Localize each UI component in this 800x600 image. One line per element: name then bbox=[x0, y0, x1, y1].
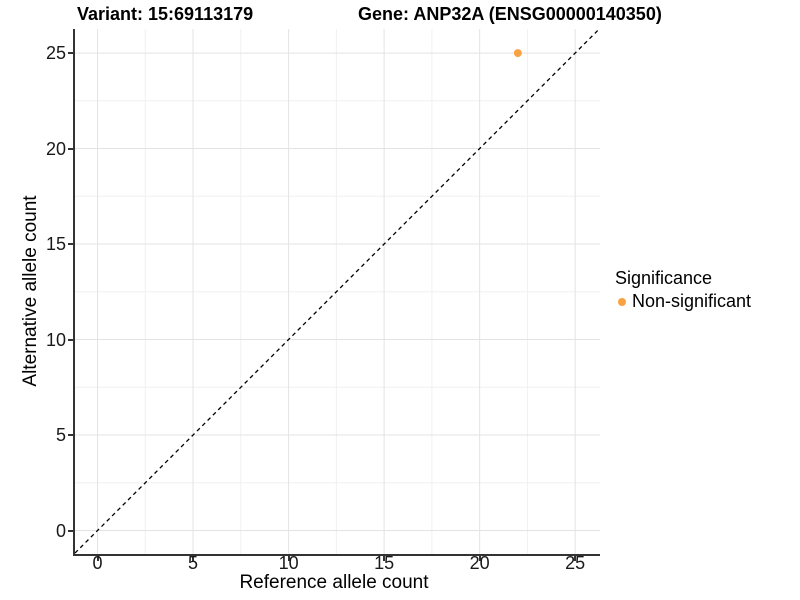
y-tick-label: 5 bbox=[55, 425, 66, 446]
y-tick-mark bbox=[68, 147, 73, 150]
identity-line bbox=[75, 29, 600, 554]
x-tick-label: 25 bbox=[565, 553, 586, 573]
y-tick-label: 0 bbox=[55, 520, 66, 541]
x-tick-label: 20 bbox=[469, 553, 490, 573]
x-tick-mark bbox=[383, 556, 386, 561]
legend-title: Significance bbox=[615, 268, 713, 288]
x-axis-title: Reference allele count bbox=[239, 572, 429, 593]
y-axis-title: Alternative allele count bbox=[20, 195, 41, 387]
y-tick-mark bbox=[68, 243, 73, 246]
legend-item-label: Non-significant bbox=[632, 291, 752, 311]
y-tick-mark bbox=[68, 529, 73, 532]
y-tick-label: 25 bbox=[45, 43, 66, 64]
x-tick-mark bbox=[574, 556, 577, 561]
legend: Significance Non-significant bbox=[615, 268, 751, 312]
x-tick-label: 5 bbox=[188, 553, 199, 573]
x-tick-mark bbox=[287, 556, 290, 561]
data-point bbox=[513, 49, 522, 58]
legend-point-swatch bbox=[618, 297, 626, 306]
y-tick-label: 10 bbox=[45, 329, 66, 350]
x-tick-mark bbox=[96, 556, 99, 561]
legend-item-non-significant: Non-significant bbox=[615, 291, 751, 312]
y-tick-label: 20 bbox=[45, 138, 66, 159]
x-tick-mark bbox=[192, 556, 195, 561]
y-tick-mark bbox=[68, 434, 73, 437]
plot-title-variant: Variant: 15:69113179 bbox=[77, 4, 254, 24]
y-tick-label: 15 bbox=[45, 234, 66, 255]
x-tick-label: 0 bbox=[92, 553, 103, 573]
plot-panel bbox=[73, 29, 600, 556]
x-tick-label: 10 bbox=[278, 553, 299, 573]
chart-canvas bbox=[75, 29, 600, 554]
y-tick-mark bbox=[68, 52, 73, 55]
plot-title-gene: Gene: ANP32A (ENSG00000140350) bbox=[358, 4, 662, 24]
y-tick-mark bbox=[68, 338, 73, 341]
x-tick-label: 15 bbox=[374, 553, 395, 573]
x-tick-mark bbox=[478, 556, 481, 561]
